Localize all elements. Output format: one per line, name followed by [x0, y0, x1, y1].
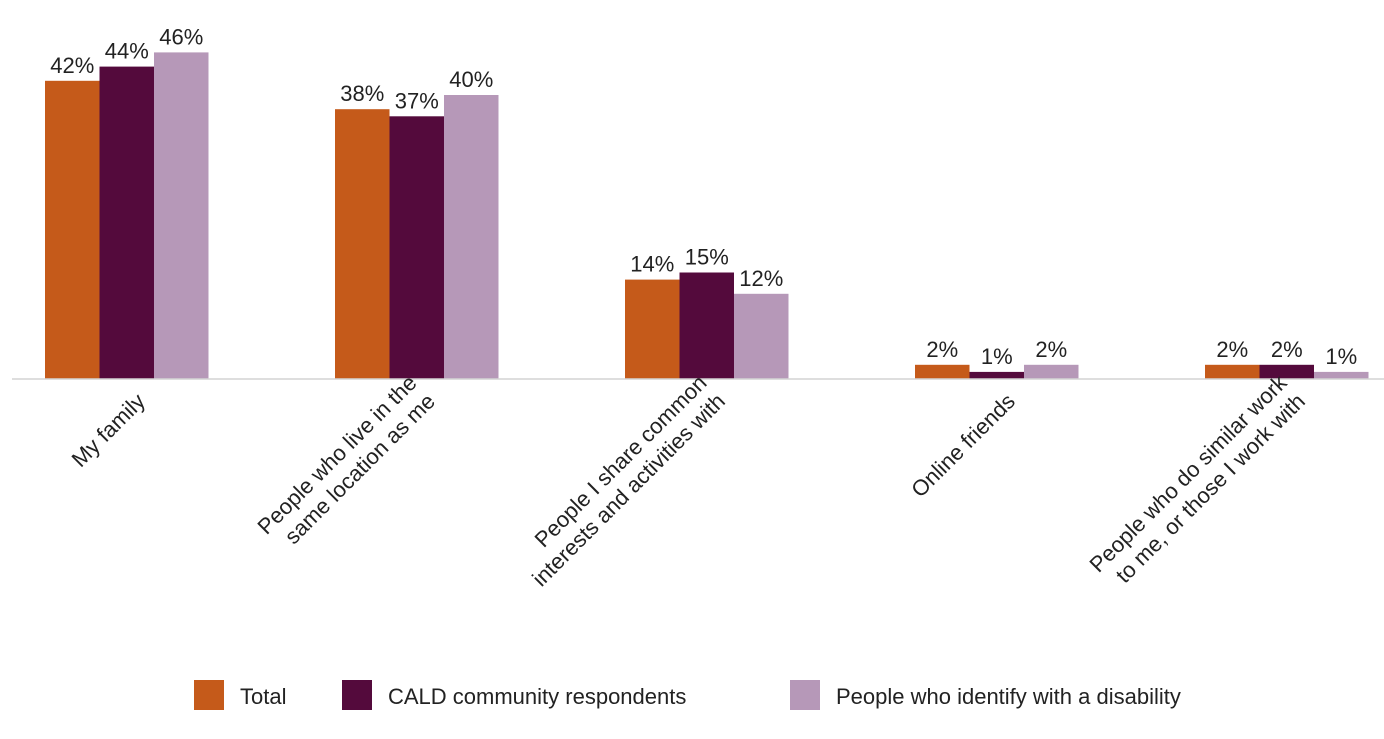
- bar-1-series-3: [154, 52, 209, 380]
- value-label: 37%: [395, 88, 439, 113]
- bar-1-series-2: [99, 66, 154, 379]
- value-label: 38%: [340, 81, 384, 106]
- value-label: 46%: [159, 24, 203, 49]
- value-label: 15%: [685, 245, 729, 270]
- category-label: Online friends: [906, 389, 1020, 503]
- bar-2-series-1: [335, 109, 390, 379]
- legend-label: Total: [240, 684, 286, 709]
- category-label: My family: [67, 389, 150, 472]
- category-labels-layer: My family People who live in thesame loca…: [67, 369, 1311, 595]
- value-label: 42%: [50, 53, 94, 78]
- value-label: 14%: [630, 252, 674, 277]
- legend: Total CALD community respondents People wh…: [194, 680, 1181, 710]
- bar-4-series-1: [915, 364, 970, 379]
- value-labels-layer: 42% 44% 46% 38% 37% 40% 14% 15% 12% 2% 1% 2% 2% 2% 1%: [50, 24, 1357, 369]
- bar-3-series-1: [625, 279, 680, 379]
- bar-2-series-3: [444, 95, 499, 379]
- bar-4-series-3: [1024, 364, 1079, 379]
- value-label: 1%: [981, 344, 1013, 369]
- value-label: 12%: [739, 266, 783, 291]
- legend-swatch: [790, 680, 820, 710]
- value-label: 1%: [1325, 344, 1357, 369]
- value-label: 2%: [1035, 337, 1067, 362]
- bar-3-series-3: [734, 293, 789, 379]
- bars-layer: [45, 52, 1369, 380]
- legend-label: CALD community respondents: [388, 684, 686, 709]
- bar-5-series-2: [1259, 364, 1314, 379]
- value-label: 2%: [1271, 337, 1303, 362]
- category-label: People I share commoninterests and activ…: [509, 370, 730, 591]
- bar-5-series-3: [1314, 371, 1369, 379]
- bar-3-series-2: [679, 272, 734, 379]
- bar-1-series-1: [45, 80, 100, 380]
- bar-2-series-2: [389, 116, 444, 380]
- value-label: 2%: [1216, 337, 1248, 362]
- bar-4-series-2: [969, 371, 1024, 379]
- category-label: People who do similar workto me, or thos…: [1085, 369, 1311, 595]
- value-label: 40%: [449, 67, 493, 92]
- category-label: People who live in thesame location as m…: [253, 370, 440, 557]
- value-label: 2%: [926, 337, 958, 362]
- legend-swatch: [342, 680, 372, 710]
- bar-5-series-1: [1205, 364, 1260, 379]
- legend-label: People who identify with a disability: [836, 684, 1181, 709]
- value-label: 44%: [105, 39, 149, 64]
- legend-swatch: [194, 680, 224, 710]
